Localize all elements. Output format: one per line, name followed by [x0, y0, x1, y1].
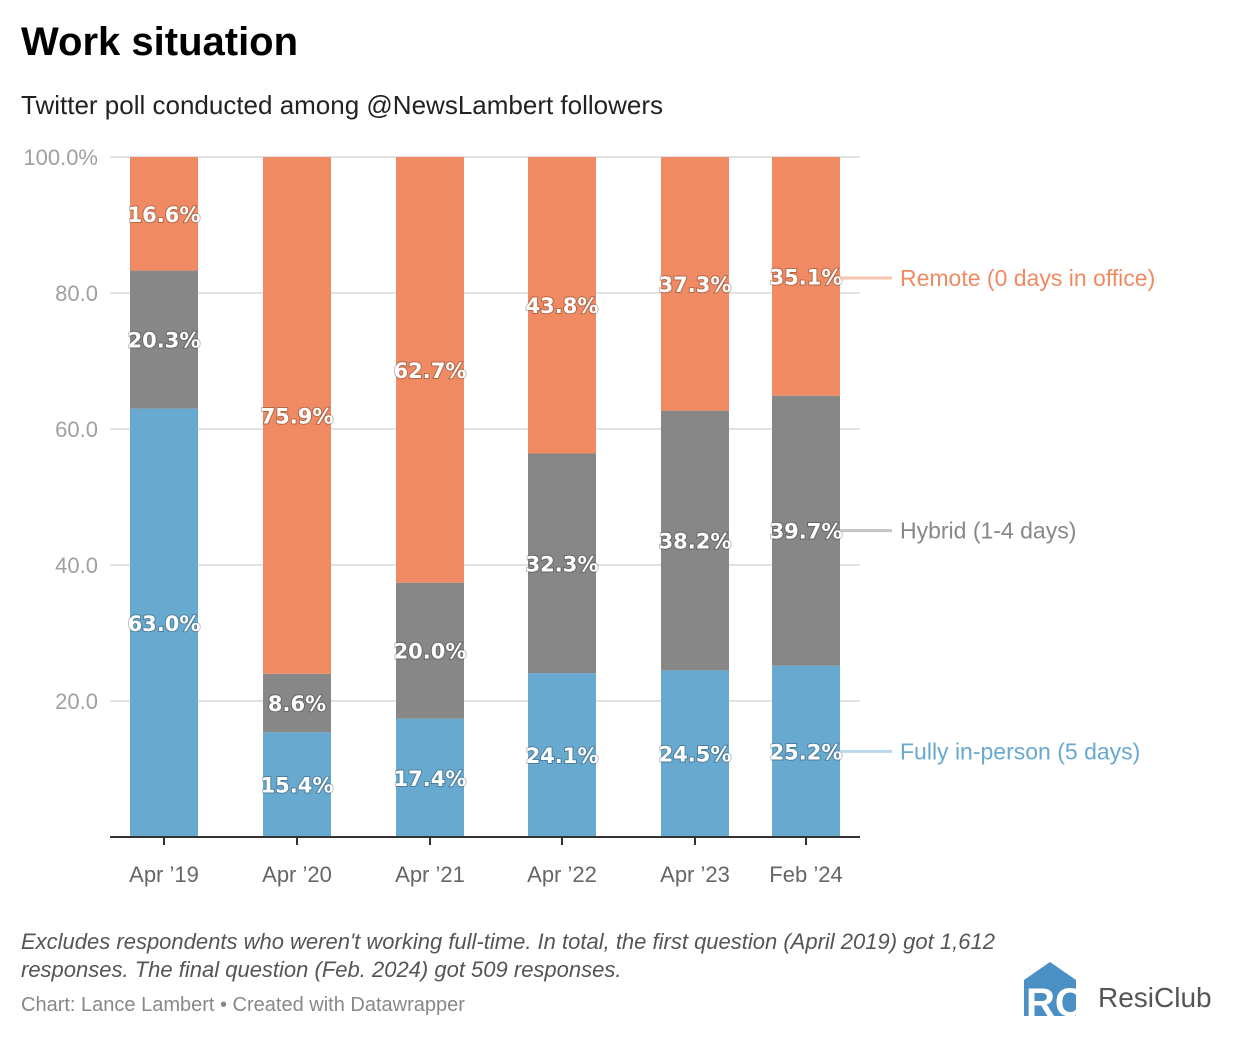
x-tick-label: Apr ’23: [660, 862, 730, 887]
series-label: Fully in-person (5 days): [900, 738, 1140, 764]
data-label: 25.2%: [770, 740, 843, 764]
data-label: 37.3%: [659, 273, 732, 297]
x-tick-label: Apr ’20: [262, 862, 332, 887]
series-label: Remote (0 days in office): [900, 265, 1155, 291]
bar-segment: [130, 157, 198, 271]
data-label: 38.2%: [659, 530, 732, 554]
x-tick-label: Apr ’21: [395, 862, 465, 887]
data-label: 17.4%: [394, 767, 467, 791]
resiclub-logo: RC ResiClub: [1022, 960, 1222, 1020]
data-label: 39.7%: [770, 520, 843, 544]
bar-segment: [263, 732, 331, 837]
chart-credit: Chart: Lance Lambert • Created with Data…: [21, 994, 465, 1016]
data-label: 35.1%: [770, 265, 843, 289]
bar-segment: [396, 718, 464, 837]
data-label: 20.3%: [128, 329, 201, 353]
stacked-bar-chart: 20.0 40.0 60.0 80.0 100.0% 63.0% 20.3% 16.6% Apr…: [23, 145, 1155, 887]
bar-segment: [396, 582, 464, 719]
y-tick-label: 60.0: [55, 417, 98, 442]
x-tick-label: Apr ’19: [129, 862, 199, 887]
y-tick-label: 100.0%: [23, 145, 98, 170]
y-tick-label: 80.0: [55, 281, 98, 306]
data-label: 75.9%: [261, 404, 334, 428]
series-label: Hybrid (1-4 days): [900, 518, 1076, 544]
bar-segment: [528, 453, 596, 674]
x-tick-label: Apr ’22: [527, 862, 597, 887]
chart-subtitle: Twitter poll conducted among @NewsLamber…: [21, 90, 664, 120]
svg-text:RC: RC: [1026, 981, 1082, 1020]
bar-segment: [130, 270, 198, 409]
x-tick-label: Feb ’24: [769, 862, 842, 887]
data-label: 24.5%: [659, 743, 732, 767]
bar-segment: [772, 395, 840, 666]
data-label: 24.1%: [526, 744, 599, 768]
bar-segment: [263, 673, 331, 733]
bar-segment: [772, 665, 840, 837]
bar-segment: [263, 157, 331, 674]
house-logo-icon: RC: [1024, 962, 1082, 1020]
logo-text: ResiClub: [1098, 982, 1212, 1013]
data-label: 15.4%: [261, 774, 334, 798]
bar-segment: [661, 157, 729, 411]
bar-segment: [528, 673, 596, 837]
data-label: 8.6%: [268, 692, 326, 716]
y-tick-label: 20.0: [55, 689, 98, 714]
data-label: 63.0%: [128, 612, 201, 636]
chart-title: Work situation: [21, 20, 299, 64]
bar-segment: [528, 157, 596, 454]
y-tick-label: 40.0: [55, 553, 98, 578]
data-label: 20.0%: [394, 640, 467, 664]
bar-segment: [772, 157, 840, 396]
data-label: 62.7%: [394, 359, 467, 383]
chart-notes: Excludes respondents who weren't working…: [21, 929, 995, 982]
bar-segment: [130, 408, 198, 837]
bar-segment: [661, 670, 729, 837]
data-label: 16.6%: [128, 203, 201, 227]
data-label: 43.8%: [526, 294, 599, 318]
bar-segment: [396, 157, 464, 583]
bar-segment: [661, 410, 729, 671]
data-label: 32.3%: [526, 552, 599, 576]
